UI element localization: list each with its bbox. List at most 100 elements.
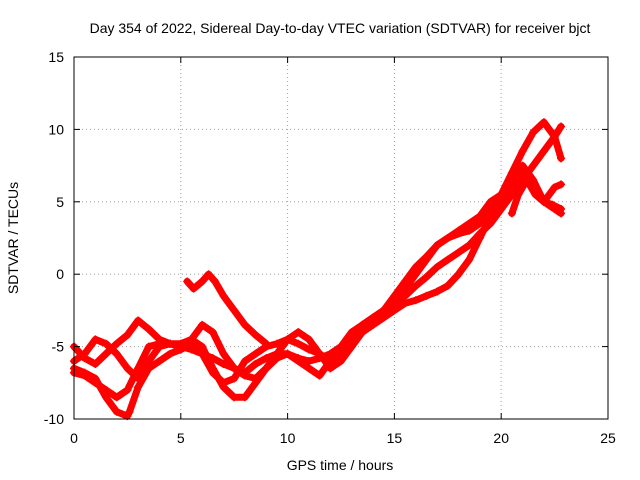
data-point [486, 197, 495, 206]
data-point [557, 205, 566, 214]
tick-labels: 0 5 10 15 20 25 -10 -5 0 5 10 15 [44, 49, 616, 446]
data-point [294, 328, 303, 337]
data-point [112, 349, 121, 358]
data-point [102, 386, 111, 395]
data-point [251, 349, 260, 358]
data-point [198, 277, 207, 286]
data-point [187, 335, 196, 344]
data-point [125, 407, 134, 416]
data-point [422, 255, 431, 264]
plot-frame [73, 56, 609, 420]
data-point [230, 306, 239, 315]
data-point [91, 378, 100, 387]
data-point [262, 354, 271, 363]
x-tick-label: 25 [600, 430, 616, 446]
data-point [358, 320, 367, 329]
data-point [454, 270, 463, 279]
data-point [557, 122, 566, 131]
data-point [251, 359, 260, 368]
data-point [294, 357, 303, 366]
data-point [443, 255, 452, 264]
data-point [219, 383, 228, 392]
data-point [304, 357, 313, 366]
data-point [123, 364, 132, 373]
x-tick-label: 5 [177, 430, 185, 446]
data-point [198, 320, 207, 329]
data-point [219, 349, 228, 358]
data-point [80, 349, 89, 358]
x-tick-label: 20 [493, 430, 509, 446]
data-point [123, 386, 132, 395]
data-point [529, 161, 538, 170]
data-point [144, 325, 153, 334]
data-point [557, 180, 566, 189]
data-point [518, 161, 527, 170]
data-point [369, 313, 378, 322]
data-point [443, 281, 452, 290]
x-tick-label: 0 [70, 430, 78, 446]
data-point [204, 270, 213, 279]
y-tick-label: 15 [48, 49, 64, 65]
data-point [358, 328, 367, 337]
data-point [262, 339, 271, 348]
data-point [189, 284, 198, 293]
data-point [529, 128, 538, 137]
data-point [433, 287, 442, 296]
data-point [134, 383, 143, 392]
data-point [219, 359, 228, 368]
axis-ticks [73, 56, 609, 420]
data-point [272, 339, 281, 348]
data-point [454, 248, 463, 257]
data-point [155, 339, 164, 348]
data-point [539, 147, 548, 156]
data-point [465, 219, 474, 228]
data-point [315, 354, 324, 363]
data-point [240, 320, 249, 329]
data-point [155, 357, 164, 366]
data-point [144, 342, 153, 351]
data-point [240, 393, 249, 402]
y-tick-label: 10 [48, 121, 64, 137]
data-point [80, 371, 89, 380]
data-point [379, 306, 388, 315]
data-point [347, 342, 356, 351]
data-point [401, 299, 410, 308]
data-point [514, 190, 523, 199]
data-point [134, 364, 143, 373]
data-point [422, 291, 431, 300]
data-point [454, 226, 463, 235]
data-point [283, 349, 292, 358]
data-point [176, 342, 185, 351]
data-point [198, 349, 207, 358]
data-point [123, 331, 132, 340]
data-point [443, 234, 452, 242]
data-point [497, 190, 506, 199]
data-point [369, 320, 378, 329]
data-point [550, 132, 559, 141]
data-point [337, 357, 345, 366]
data-point [112, 407, 121, 416]
data-point [475, 212, 484, 221]
data-point [411, 270, 420, 279]
data-point [433, 262, 442, 271]
data-point [91, 335, 100, 344]
data-point [475, 234, 484, 242]
y-tick-label: 0 [56, 266, 64, 282]
y-tick-label: -10 [44, 411, 64, 427]
data-point [304, 345, 313, 354]
data-point [433, 241, 442, 250]
data-point [187, 345, 196, 354]
data-point [102, 349, 111, 358]
data-point [210, 277, 219, 286]
data-point [465, 255, 474, 264]
data-point [507, 176, 516, 185]
chart-title: Day 354 of 2022, Sidereal Day-to-day VTE… [90, 20, 591, 36]
y-axis-label: SDTVAR / TECUs [5, 182, 21, 294]
data-point [166, 339, 175, 348]
data-point [230, 393, 239, 402]
series-layer [70, 118, 566, 421]
data-point [531, 190, 540, 199]
data-point [539, 118, 548, 127]
